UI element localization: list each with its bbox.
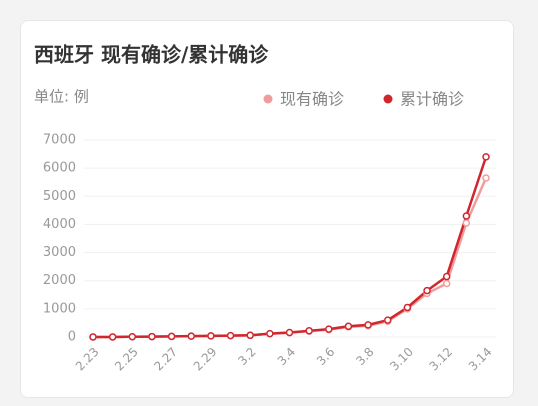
subtitle: 单位: 例 (34, 88, 89, 106)
x-tick-label: 2.27 (151, 345, 180, 374)
data-point (207, 332, 215, 340)
y-tick-label: 2000 (43, 273, 76, 288)
legend-marker (383, 94, 393, 104)
x-tick-label: 3.2 (235, 345, 258, 368)
y-tick-label: 0 (68, 330, 76, 345)
y-tick-label: 7000 (43, 133, 76, 148)
data-point (384, 316, 392, 324)
data-point (482, 153, 490, 161)
data-point (482, 174, 490, 182)
series-line (93, 156, 488, 339)
data-point (167, 332, 176, 341)
x-tick-label: 3.14 (466, 345, 495, 374)
data-point (344, 322, 353, 331)
data-point (462, 219, 471, 227)
x-tick-label: 3.4 (275, 345, 298, 368)
y-tick-label: 4000 (43, 217, 76, 232)
data-point (226, 331, 235, 340)
data-point (187, 332, 195, 340)
data-point (403, 303, 412, 312)
data-point (462, 212, 471, 220)
x-tick-label: 2.25 (112, 345, 141, 374)
data-point (325, 325, 333, 333)
legend-label: 现有确诊 (280, 90, 344, 109)
data-point (246, 331, 254, 340)
data-point (423, 286, 431, 295)
y-tick-label: 1000 (43, 301, 76, 316)
x-tick-label: 3.6 (314, 345, 337, 368)
data-point (442, 272, 451, 281)
y-tick-label: 5000 (43, 189, 76, 204)
legend-label: 累计确诊 (400, 90, 464, 109)
data-point (89, 333, 97, 341)
data-point (305, 327, 313, 335)
y-tick-label: 6000 (43, 161, 76, 176)
data-point (128, 332, 137, 341)
legend-marker (263, 94, 273, 104)
series-line (93, 177, 488, 339)
data-point (148, 332, 156, 341)
x-tick-label: 2.29 (191, 345, 220, 374)
data-point (364, 321, 372, 329)
data-point (285, 328, 294, 337)
chart-title: 西班牙 现有确诊/累计确诊 (34, 43, 269, 67)
x-tick-label: 2.23 (73, 345, 102, 374)
x-tick-label: 3.8 (353, 345, 376, 368)
x-tick-label: 3.12 (427, 345, 456, 374)
data-point (266, 329, 274, 338)
data-point (108, 333, 117, 341)
y-tick-label: 3000 (43, 245, 76, 260)
data-point (442, 279, 451, 288)
x-tick-label: 3.10 (387, 345, 416, 374)
